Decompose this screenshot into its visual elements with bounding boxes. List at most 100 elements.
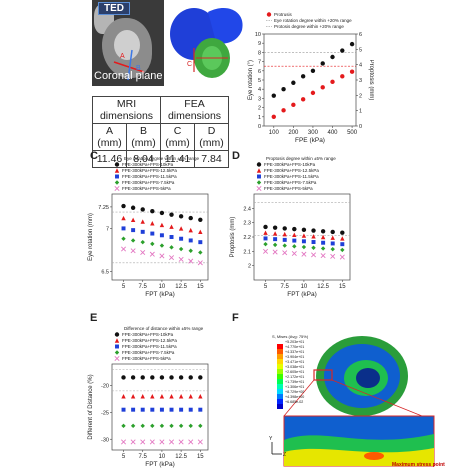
y-tick-label: 3	[258, 96, 261, 102]
data-point	[159, 222, 165, 228]
data-point	[272, 225, 278, 230]
data-point	[188, 394, 193, 399]
data-point	[271, 114, 276, 120]
data-point	[281, 108, 286, 113]
data-point	[140, 219, 145, 224]
data-point	[150, 394, 155, 399]
data-point	[169, 212, 174, 217]
colorbar-swatch	[277, 394, 283, 399]
y2-tick-label: 5	[359, 47, 362, 53]
data-point	[320, 85, 325, 90]
x-tick-label: 10	[159, 284, 166, 290]
legend-label: FPE-300kPa+FPS-10kPa	[264, 162, 316, 167]
data-point	[159, 210, 165, 216]
data-point	[121, 203, 126, 209]
series-group	[121, 423, 203, 429]
legend-swatch	[256, 185, 262, 192]
axis-z-label: Z	[283, 452, 286, 458]
data-point	[282, 237, 287, 242]
data-point	[188, 215, 193, 221]
data-point	[339, 254, 345, 260]
data-point	[178, 226, 184, 231]
legend-title: Eye rotation degree within ±5% range	[124, 156, 200, 161]
data-point	[282, 231, 287, 237]
measure-line-b	[127, 49, 133, 81]
colorbar-label: +4.770e+01	[285, 345, 305, 349]
y2-tick-label: 6	[359, 32, 362, 38]
chart-d-proptosis: 5 7.5 10 12.5 15 FPT (kPa) 2 2.1 2.2 2.3 2.4 Propto…	[230, 156, 351, 298]
data-point	[149, 251, 155, 257]
data-point	[130, 248, 136, 254]
y-tick-label: 2	[258, 106, 261, 112]
x-tick-label: 10	[159, 454, 166, 460]
y2-tick-label: 0	[359, 124, 362, 130]
x-tick-label: 5	[122, 284, 126, 290]
data-point	[140, 394, 145, 399]
legend-swatch	[114, 332, 120, 337]
data-point	[340, 236, 345, 241]
data-point	[197, 439, 203, 445]
data-point	[282, 243, 287, 248]
x-tick-label: 7.5	[281, 284, 290, 290]
legend-label: Eye rotation degree within +20% range	[274, 18, 352, 23]
panel-letter-f: F	[232, 312, 239, 324]
data-point	[311, 245, 316, 250]
series-group	[121, 407, 203, 412]
x-tick-label: 500	[347, 130, 358, 136]
data-point	[188, 439, 194, 445]
data-point	[121, 226, 126, 231]
data-point	[330, 235, 335, 240]
data-point	[330, 246, 335, 252]
data-point	[179, 407, 184, 412]
series-group	[121, 375, 203, 380]
colorbar-swatch	[277, 354, 283, 359]
data-point	[198, 375, 203, 380]
series-group	[121, 236, 203, 255]
label-a: A	[120, 53, 125, 60]
x-tick-label: 200	[288, 130, 299, 136]
data-point	[349, 41, 355, 47]
series-group	[121, 215, 203, 235]
x-tick-label: 15	[339, 284, 346, 290]
data-point	[178, 394, 184, 399]
series-group	[263, 236, 345, 247]
colorbar-label: +6.685e-02	[285, 400, 304, 404]
legend-label: Protosis degree within +20% range	[274, 24, 344, 29]
x-tick-label: 7.5	[139, 284, 148, 290]
y-tick-label: -30	[101, 437, 109, 443]
legend-swatch	[114, 350, 120, 355]
plot-frame	[263, 33, 357, 127]
data-point	[320, 234, 326, 240]
data-point	[272, 242, 278, 248]
data-point	[188, 238, 193, 243]
data-point	[169, 224, 174, 229]
data-point	[121, 423, 126, 429]
data-point	[198, 407, 203, 412]
x-axis-label: FPT (kPa)	[145, 291, 175, 298]
legend-swatch	[257, 174, 261, 179]
data-point	[178, 256, 184, 262]
data-point	[169, 394, 174, 399]
stress-colorbar	[277, 344, 283, 409]
data-point	[169, 375, 174, 380]
legend-swatch	[114, 355, 120, 362]
data-point	[178, 246, 184, 252]
colorbar-label: +3.471e+01	[285, 360, 305, 364]
legend-label: FPE-300kPa+FPS-11.5kPa	[264, 174, 319, 179]
data-point	[197, 260, 203, 266]
legend-swatch	[115, 344, 119, 349]
colorbar-swatch	[277, 384, 283, 389]
legend-label: FPE-300kPa+FPS-7.5kPa	[122, 350, 175, 355]
colorbar-swatch	[277, 404, 283, 409]
legend-label: FPE-300kPa+FPS-10kPa	[122, 332, 174, 337]
data-point	[159, 407, 164, 412]
data-point	[320, 246, 326, 251]
legend-label: FPE-300kPa+FPS-5kPa	[122, 186, 171, 191]
data-point	[130, 439, 136, 445]
data-point	[282, 250, 288, 256]
data-point	[150, 221, 155, 226]
series-group	[121, 394, 203, 399]
y-axis-label: Eye rotation (mm)	[88, 213, 94, 261]
y-tick-label: 2.3	[243, 221, 251, 227]
legend-swatch	[256, 168, 262, 173]
